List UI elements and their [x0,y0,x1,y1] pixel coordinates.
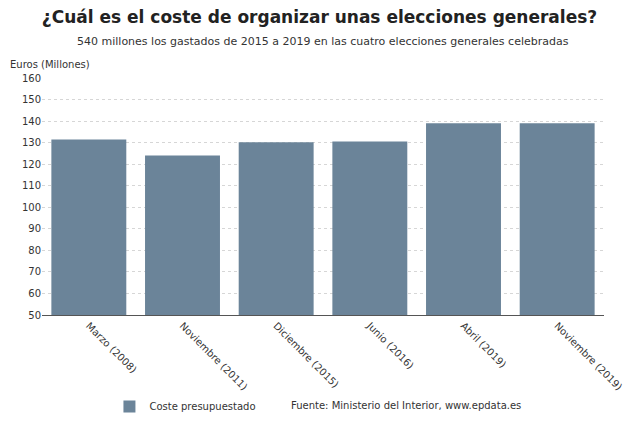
svg-text:140: 140 [22,116,41,127]
svg-text:Diciembre (2015): Diciembre (2015) [271,320,341,390]
svg-text:Euros (Millones): Euros (Millones) [10,59,90,70]
svg-text:Noviembre (2011): Noviembre (2011) [178,320,250,392]
svg-text:50: 50 [28,310,41,321]
svg-text:160: 160 [22,73,41,84]
svg-text:540 millones los gastados de 2: 540 millones los gastados de 2015 a 2019… [77,35,569,48]
svg-text:130: 130 [22,137,41,148]
svg-text:60: 60 [28,288,41,299]
svg-text:Marzo (2008): Marzo (2008) [84,320,139,375]
svg-text:Coste presupuestado: Coste presupuestado [149,401,255,412]
svg-text:Junio (2016): Junio (2016) [364,319,416,371]
svg-text:100: 100 [22,202,41,213]
svg-text:150: 150 [22,94,41,105]
svg-text:110: 110 [22,180,41,191]
svg-text:¿Cuál es el coste de organizar: ¿Cuál es el coste de organizar unas elec… [42,7,597,27]
svg-text:80: 80 [28,245,41,256]
svg-text:Abril (2019): Abril (2019) [459,320,509,370]
svg-text:Fuente: Ministerio del Interio: Fuente: Ministerio del Interior, www.epd… [291,400,521,411]
svg-text:70: 70 [28,266,41,277]
svg-text:90: 90 [28,223,41,234]
svg-text:120: 120 [22,159,41,170]
svg-text:Noviembre (2019): Noviembre (2019) [552,320,624,392]
